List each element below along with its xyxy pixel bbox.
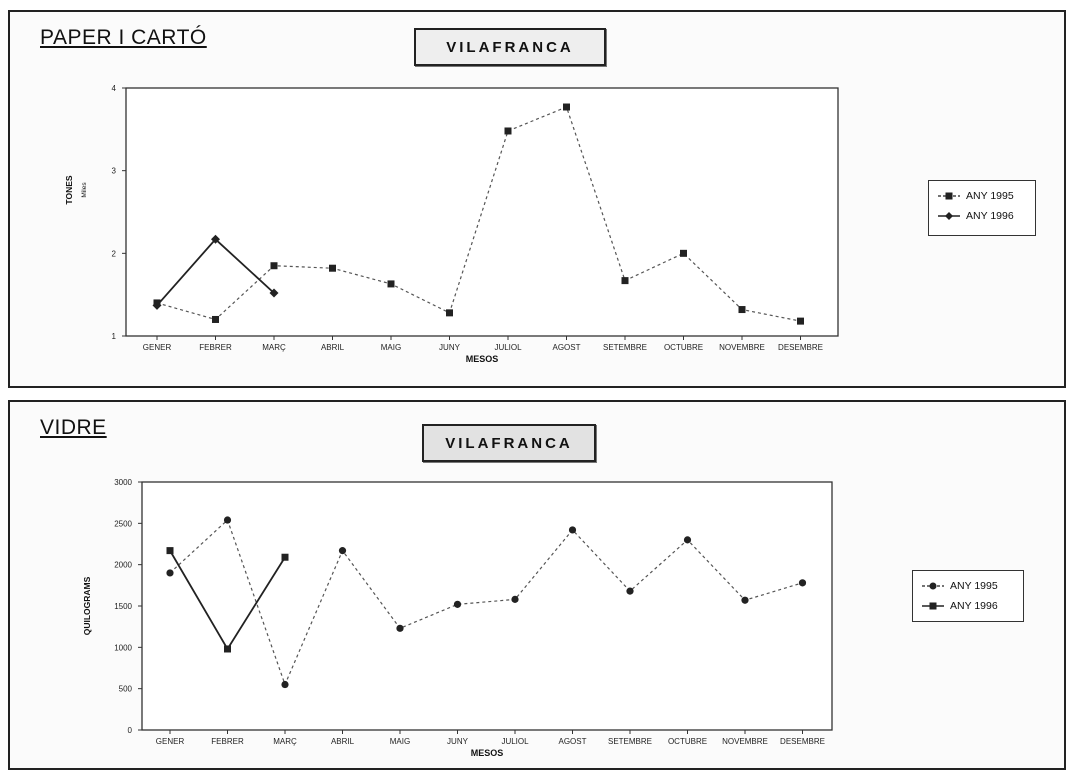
x-axis-label: MESOS <box>471 748 504 758</box>
data-point <box>446 309 453 317</box>
y-tick-label: 2 <box>112 249 117 258</box>
data-point <box>166 547 174 555</box>
y-tick-label: 3000 <box>114 478 132 487</box>
x-axis-label: MESOS <box>466 354 499 364</box>
legend-swatch-1996 <box>938 212 960 220</box>
x-tick-label: OCTUBRE <box>664 343 703 352</box>
data-point <box>621 277 629 285</box>
x-tick-label: MARÇ <box>262 343 286 352</box>
legend-swatch-1995 <box>922 582 944 590</box>
legend-entry-1996: ANY 1996 <box>937 206 1027 226</box>
x-tick-label: AGOST <box>558 737 586 746</box>
x-tick-label: GENER <box>156 737 185 746</box>
paper-carto-chart: 1 2 3 4 GENER FEBRER MARÇ ABRIL MAIG JUNY JULIOL AG… <box>64 84 839 364</box>
x-tick-label: ABRIL <box>321 343 345 352</box>
paper-carto-panel: PAPER I CARTÓ VILAFRANCA 1 2 3 4 GENER FEBRER… <box>8 10 1066 388</box>
data-point <box>152 300 162 310</box>
data-point <box>741 596 749 604</box>
data-point <box>223 516 232 524</box>
data-point <box>797 317 804 325</box>
data-point <box>738 306 746 314</box>
x-tick-label: MARÇ <box>273 737 297 746</box>
data-point <box>166 569 174 577</box>
data-point <box>224 645 231 653</box>
y-tick-label: 500 <box>119 685 133 694</box>
x-tick-label: ABRIL <box>331 737 355 746</box>
y-tick-label: 2500 <box>114 519 132 528</box>
data-point <box>281 553 289 561</box>
data-point <box>683 536 692 544</box>
legend-label: ANY 1996 <box>950 600 998 612</box>
data-point <box>387 280 395 288</box>
x-tick-label: SETEMBRE <box>608 737 652 746</box>
data-point <box>212 315 219 323</box>
town-title: VILAFRANCA <box>422 424 596 462</box>
x-tick-label: GENER <box>143 343 172 352</box>
x-tick-label: FEBRER <box>199 343 232 352</box>
x-tick-label: MAIG <box>381 343 401 352</box>
data-point <box>329 264 336 272</box>
legend-label: ANY 1996 <box>966 210 1014 222</box>
series-any-1995 <box>166 516 807 689</box>
data-point <box>211 234 220 244</box>
series-line <box>156 106 801 322</box>
plot-area <box>125 87 839 337</box>
data-point <box>269 288 279 298</box>
y-tick-label: 1500 <box>114 602 132 611</box>
y-axis-unit: Miles <box>81 182 88 198</box>
data-point <box>568 526 577 534</box>
data-point <box>504 127 512 135</box>
x-tick-label: NOVEMBRE <box>722 737 768 746</box>
y-axis-label: TONES <box>64 175 74 204</box>
vidre-panel: VIDRE VILAFRANCA 0 500 1000 1500 2000 2500 300… <box>8 400 1066 770</box>
x-tick-label: DESEMBRE <box>780 737 825 746</box>
data-point <box>563 103 570 111</box>
vidre-chart: 0 500 1000 1500 2000 2500 3000 GENER FEBRER MARÇ A… <box>82 478 833 758</box>
y-tick-label: 1 <box>112 332 117 341</box>
data-point <box>338 547 347 555</box>
x-tick-label: JULIOL <box>501 737 529 746</box>
legend-label: ANY 1995 <box>966 190 1014 202</box>
section-title: VIDRE <box>40 416 107 439</box>
x-tick-label: MAIG <box>390 737 410 746</box>
series-any-1996 <box>166 547 289 653</box>
data-point <box>680 249 687 257</box>
data-point <box>396 624 404 632</box>
data-point <box>453 600 462 608</box>
y-tick-label: 1000 <box>114 643 132 652</box>
legend-label: ANY 1995 <box>950 580 998 592</box>
legend-entry-1996: ANY 1996 <box>921 596 1015 616</box>
y-tick-label: 2000 <box>114 561 132 570</box>
legend-entry-1995: ANY 1995 <box>921 576 1015 596</box>
y-tick-label: 3 <box>112 167 117 176</box>
legend-entry-1995: ANY 1995 <box>937 186 1027 206</box>
series-any-1996 <box>152 234 279 310</box>
data-point <box>270 262 278 270</box>
x-tick-label: JULIOL <box>494 343 522 352</box>
x-tick-label: FEBRER <box>211 737 244 746</box>
series-line <box>169 518 803 687</box>
x-tick-label: NOVEMBRE <box>719 343 765 352</box>
y-axis-label: QUILOGRAMS <box>82 576 92 635</box>
x-tick-label: DESEMBRE <box>778 343 823 352</box>
data-point <box>511 595 519 603</box>
section-title: PAPER I CARTÓ <box>40 26 207 49</box>
x-tick-label: SETEMBRE <box>603 343 647 352</box>
legend-swatch-1995 <box>938 192 960 200</box>
legend-swatch-1996 <box>922 602 944 610</box>
y-tick-label: 4 <box>112 84 117 93</box>
x-tick-label: AGOST <box>552 343 580 352</box>
x-tick-label: OCTUBRE <box>668 737 707 746</box>
x-tick-label: JUNY <box>439 343 461 352</box>
data-point <box>281 680 289 689</box>
data-point <box>626 587 634 595</box>
legend: ANY 1995 ANY 1996 <box>912 570 1024 622</box>
y-tick-label: 0 <box>128 726 133 735</box>
town-title: VILAFRANCA <box>414 28 606 66</box>
x-tick-label: JUNY <box>447 737 469 746</box>
legend: ANY 1995 ANY 1996 <box>928 180 1036 236</box>
plot-area <box>141 481 833 731</box>
data-point <box>798 579 807 587</box>
